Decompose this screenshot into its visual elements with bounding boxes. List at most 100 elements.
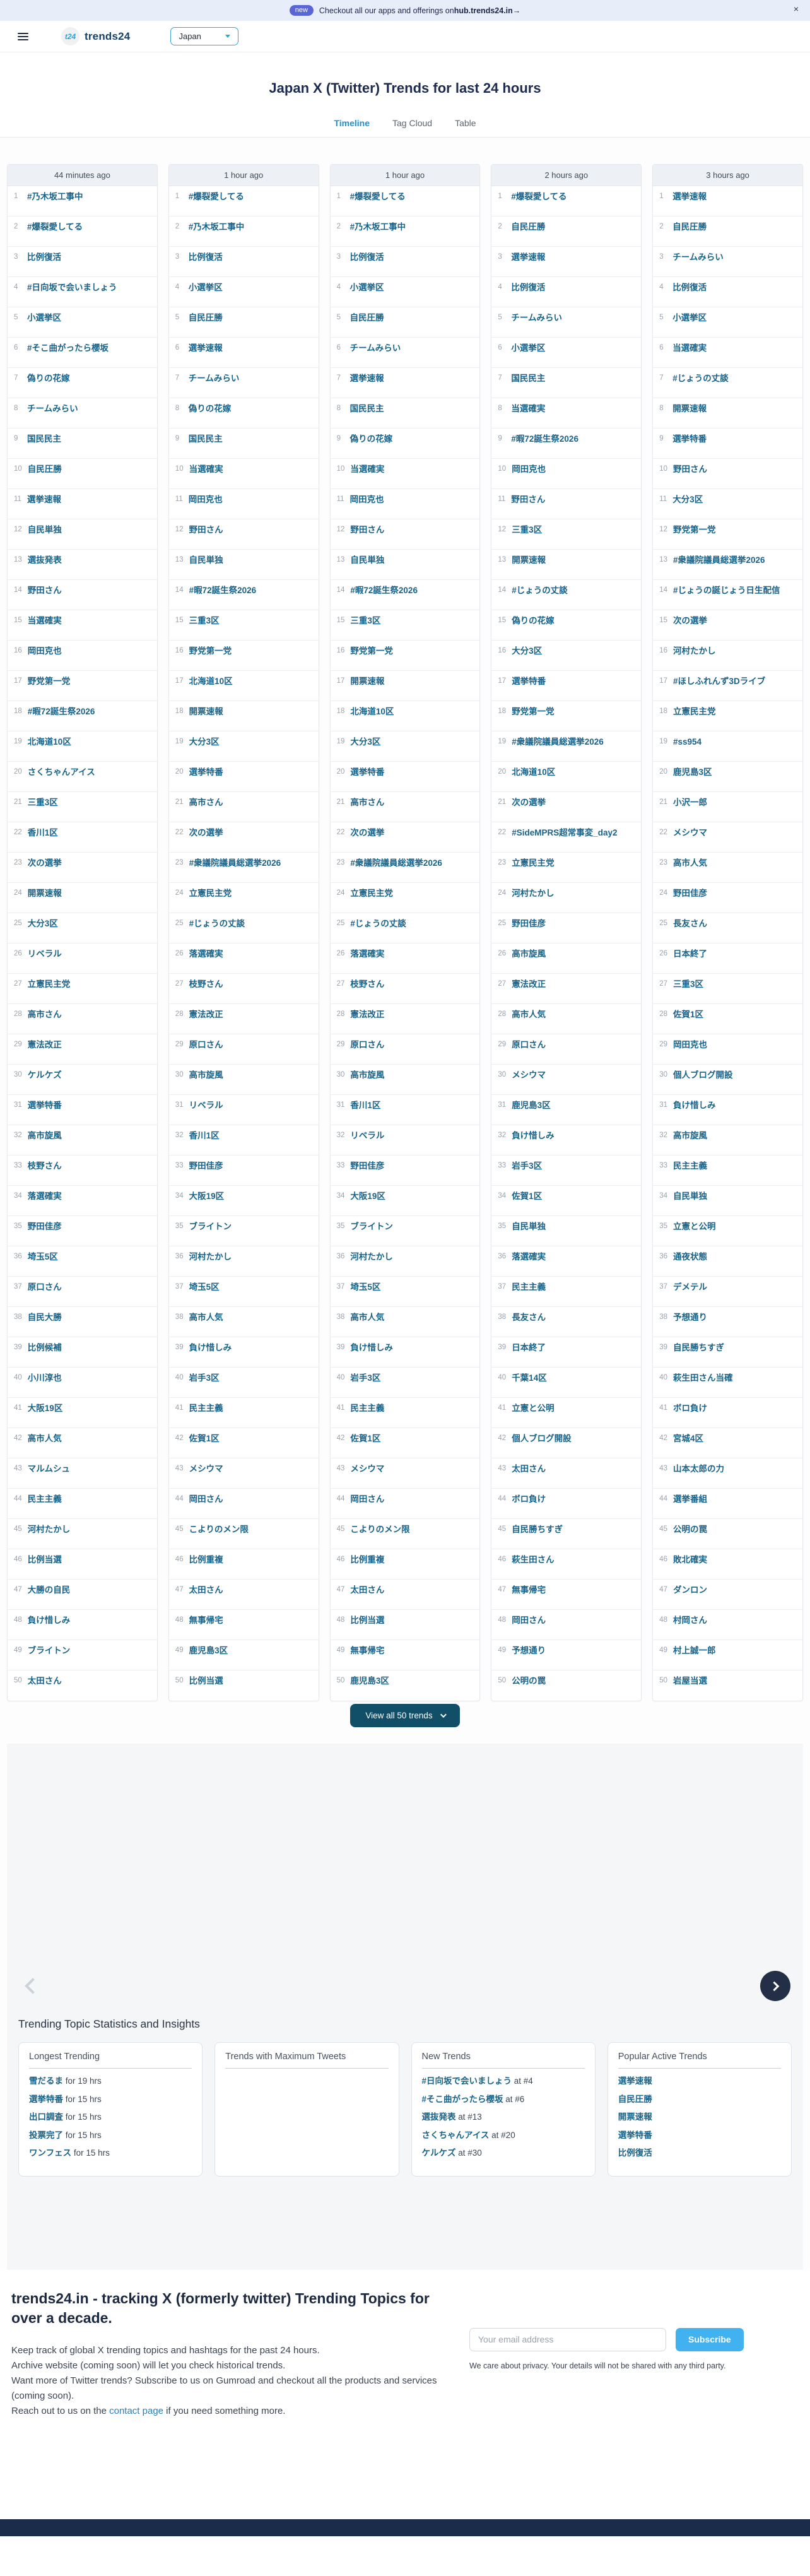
trend-link[interactable]: 岡田克也 (188, 495, 223, 504)
trend-link[interactable]: 小沢一郎 (672, 798, 707, 807)
trend-link[interactable]: 高市さん (27, 1010, 62, 1019)
trend-link[interactable]: 立憲民主党 (350, 889, 393, 898)
trend-link[interactable]: メシウマ (672, 828, 707, 837)
trend-link[interactable]: 河村たかし (350, 1252, 393, 1261)
trend-link[interactable]: リベラル (350, 1131, 385, 1140)
trend-link[interactable]: 国民民主 (349, 404, 384, 413)
announcement-link[interactable]: hub.trends24.in→ (454, 6, 521, 15)
trend-link[interactable]: 立憲と公明 (672, 1222, 716, 1231)
trend-link[interactable]: 選挙速報 (672, 192, 707, 201)
trend-link[interactable]: 選挙速報 (27, 495, 61, 504)
trend-link[interactable]: #爆裂愛してる (27, 222, 83, 232)
trend-link[interactable]: 民主主義 (189, 1403, 223, 1413)
trend-link[interactable]: 高市旋風 (512, 949, 546, 959)
trend-link[interactable]: メシウマ (350, 1464, 385, 1474)
trend-link[interactable]: マルムシュ (27, 1464, 71, 1474)
trend-link[interactable]: 三重3区 (672, 979, 703, 989)
trend-link[interactable]: #乃木坂工事中 (349, 222, 406, 232)
trend-link[interactable]: 負け惜しみ (189, 1343, 232, 1352)
trend-link[interactable]: 枝野さん (189, 979, 223, 989)
trend-link[interactable]: #SideMPRS超常事変_day2 (512, 828, 618, 837)
trend-link[interactable]: 自民圧勝 (188, 313, 223, 322)
trend-link[interactable]: 比例候補 (27, 1343, 62, 1352)
trend-link[interactable]: #そこ曲がったら櫻坂 (27, 343, 109, 353)
trend-link[interactable]: 佐賀1区 (189, 1434, 220, 1443)
trend-link[interactable]: 大阪19区 (189, 1191, 225, 1201)
trend-link[interactable]: 山本太郎の力 (672, 1464, 724, 1474)
trend-link[interactable]: #じょうの誕じょう日生配信 (672, 586, 780, 595)
trend-link[interactable]: さくちゃんアイス (421, 2130, 490, 2140)
trend-link[interactable]: 比例重複 (189, 1555, 223, 1564)
trend-link[interactable]: 選挙特番 (512, 676, 546, 686)
trend-link[interactable]: 三重3区 (27, 798, 58, 807)
trend-link[interactable]: 立憲と公明 (512, 1403, 555, 1413)
trend-link[interactable]: #日向坂で会いましょう (421, 2076, 512, 2086)
trend-link[interactable]: 野田佳彦 (672, 889, 707, 898)
trend-link[interactable]: 出口調査 (29, 2112, 63, 2122)
trend-link[interactable]: 自民単独 (189, 555, 223, 565)
trend-link[interactable]: 河村たかし (672, 646, 716, 656)
menu-icon[interactable] (18, 31, 28, 42)
trend-link[interactable]: 野田佳彦 (27, 1222, 62, 1231)
trend-link[interactable]: #そこ曲がったら櫻坂 (421, 2094, 503, 2104)
trend-link[interactable]: 大分3区 (350, 737, 381, 747)
trend-link[interactable]: 三重3区 (350, 616, 381, 625)
trend-link[interactable]: 野田佳彦 (512, 919, 546, 928)
trend-link[interactable]: 埼玉5区 (189, 1282, 220, 1292)
trend-link[interactable]: ブライトン (350, 1222, 393, 1231)
trend-link[interactable]: #じょうの丈談 (189, 919, 245, 928)
trend-link[interactable]: #じょうの丈談 (512, 586, 568, 595)
trend-link[interactable]: 野田さん (511, 495, 546, 504)
trend-link[interactable]: 国民民主 (511, 374, 546, 383)
trend-link[interactable]: 萩生田さん (512, 1555, 555, 1564)
trend-link[interactable]: 高市人気 (512, 1010, 546, 1019)
contact-page-link[interactable]: contact page (109, 2405, 164, 2416)
trend-link[interactable]: 北海道10区 (350, 707, 394, 716)
trend-link[interactable]: 国民民主 (188, 434, 223, 444)
trend-link[interactable]: 憲法改正 (27, 1040, 62, 1049)
trend-link[interactable]: 原口さん (512, 1040, 546, 1049)
trend-link[interactable]: チームみらい (27, 404, 78, 413)
trend-link[interactable]: ボロ負け (512, 1494, 546, 1504)
trend-link[interactable]: 選挙特番 (618, 2130, 652, 2140)
trend-link[interactable]: 日本終了 (672, 949, 707, 959)
trend-link[interactable]: メシウマ (512, 1070, 546, 1080)
trend-link[interactable]: 岡田克也 (27, 646, 62, 656)
trend-link[interactable]: 太田さん (189, 1585, 223, 1595)
trend-link[interactable]: メシウマ (189, 1464, 223, 1474)
trend-link[interactable]: 偽りの花嫁 (188, 404, 232, 413)
trend-link[interactable]: 開票速報 (618, 2112, 652, 2122)
trend-link[interactable]: 大分3区 (27, 919, 58, 928)
view-all-trends-button[interactable]: View all 50 trends (350, 1704, 460, 1727)
trend-link[interactable]: 比例復活 (188, 252, 223, 262)
trend-link[interactable]: 岡田克也 (512, 464, 546, 474)
trend-link[interactable]: 当選確実 (350, 464, 385, 474)
trend-link[interactable]: 負け惜しみ (512, 1131, 555, 1140)
trend-link[interactable]: 当選確実 (27, 616, 62, 625)
trend-link[interactable]: チームみらい (188, 374, 240, 383)
trend-link[interactable]: 高市人気 (189, 1313, 223, 1322)
trend-link[interactable]: 偽りの花嫁 (27, 374, 70, 383)
trend-link[interactable]: 開票速報 (189, 707, 223, 716)
trend-link[interactable]: 北海道10区 (27, 737, 71, 747)
subscribe-button[interactable]: Subscribe (676, 2327, 744, 2351)
trend-link[interactable]: 太田さん (27, 1676, 62, 1686)
trend-link[interactable]: #爆裂愛してる (188, 192, 244, 201)
trend-link[interactable]: 比例当選 (189, 1676, 223, 1686)
trend-link[interactable]: 佐賀1区 (672, 1010, 703, 1019)
trend-link[interactable]: 無事帰宅 (512, 1585, 546, 1595)
trend-link[interactable]: 民主主義 (27, 1494, 62, 1504)
trend-link[interactable]: 敗北確実 (672, 1555, 707, 1564)
trend-link[interactable]: 落選確実 (27, 1191, 62, 1201)
trend-link[interactable]: チームみらい (672, 252, 724, 262)
trend-link[interactable]: 公明の罠 (512, 1676, 546, 1686)
tab-timeline[interactable]: Timeline (334, 118, 370, 128)
trend-link[interactable]: 選挙速報 (618, 2076, 652, 2086)
tab-tag-cloud[interactable]: Tag Cloud (392, 118, 433, 128)
trend-link[interactable]: 立憲民主党 (189, 889, 232, 898)
trend-link[interactable]: 民主主義 (350, 1403, 385, 1413)
trend-link[interactable]: 民主主義 (672, 1161, 707, 1171)
trend-link[interactable]: 公明の罠 (672, 1525, 707, 1534)
trend-link[interactable]: #ss954 (672, 737, 702, 747)
trend-link[interactable]: 比例復活 (349, 252, 384, 262)
